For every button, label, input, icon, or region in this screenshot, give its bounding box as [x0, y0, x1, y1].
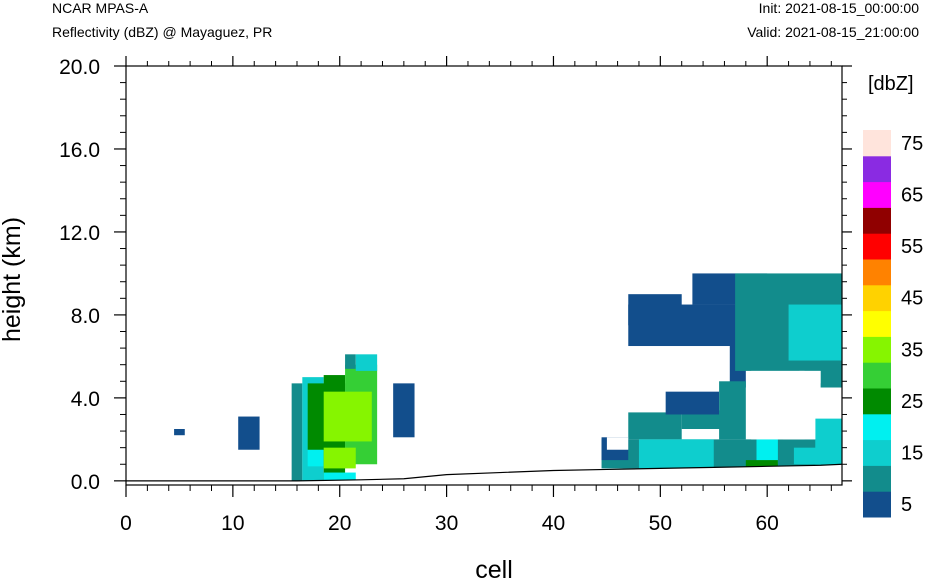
- axes: 0 10 20 30 40 50 60 0.0 4.0 8.0 12.0 16.0 20.0 cell he…: [0, 56, 852, 580]
- reflectivity-cell-27: [719, 381, 746, 440]
- valid-time: Valid: 2021-08-15_21:00:00: [747, 24, 919, 40]
- reflectivity-cell-9: [355, 354, 378, 371]
- colorbar-swatch-75: [863, 130, 891, 157]
- x-tick-label: 50: [649, 512, 672, 535]
- init-time: Init: 2021-08-15_00:00:00: [758, 0, 919, 16]
- y-tick-label: 0.0: [71, 471, 100, 494]
- colorbar-unit-label: [dbZ]: [868, 73, 914, 95]
- reflectivity-cell-12: [323, 447, 356, 469]
- x-tick-label: 60: [756, 512, 779, 535]
- y-tick-label: 4.0: [71, 388, 100, 411]
- reflectivity-cell-8: [345, 354, 356, 369]
- reflectivity-cell-29: [756, 439, 778, 465]
- terrain-fill: [126, 464, 842, 485]
- colorbar-swatch-30: [863, 362, 891, 389]
- clear-region-2: [799, 370, 821, 384]
- colorbar-swatch-10: [863, 465, 891, 492]
- reflectivity-cell-30: [745, 460, 778, 469]
- clear-region-3: [606, 437, 629, 450]
- plot-area: [126, 66, 842, 485]
- colorbar-tick-label: 15: [901, 443, 923, 465]
- reflectivity-cell-18: [665, 391, 720, 415]
- reflectivity-cell-17: [681, 410, 725, 429]
- y-tick-label: 16.0: [59, 139, 100, 162]
- reflectivity-field: [126, 66, 842, 485]
- colorbar-swatch-25: [863, 388, 891, 415]
- x-tick-label: 0: [120, 512, 132, 535]
- reflectivity-cell-13: [323, 472, 356, 481]
- reflectivity-cell-28: [638, 439, 714, 469]
- colorbar-tick-label: 25: [901, 391, 923, 413]
- colorbar-swatch-60: [863, 207, 891, 234]
- x-axis-label: cell: [475, 556, 513, 580]
- colorbar-tick-label: 5: [901, 494, 912, 516]
- x-tick-label: 40: [542, 512, 565, 535]
- clear-region-4: [126, 66, 169, 274]
- model-title: NCAR MPAS-A: [52, 0, 149, 16]
- x-tick-label: 30: [435, 512, 458, 535]
- clear-region-1: [783, 381, 816, 440]
- colorbar-swatch-45: [863, 284, 891, 312]
- colorbar-tick-label: 75: [901, 133, 923, 155]
- reflectivity-cell-24: [788, 304, 842, 361]
- colorbar-swatch-15: [863, 439, 891, 466]
- reflectivity-cell-25: [820, 360, 842, 388]
- terrain-profile-line: [126, 463, 842, 482]
- colorbar-swatch-65: [863, 181, 891, 208]
- reflectivity-cell-3: [291, 383, 303, 481]
- y-tick-label: 12.0: [59, 222, 100, 245]
- plot-subtitle: Reflectivity (dBZ) @ Mayaguez, PR: [52, 24, 273, 40]
- reflectivity-cell-11: [323, 391, 372, 442]
- colorbar-swatch-50: [863, 259, 891, 286]
- reflectivity-cell-21: [628, 294, 682, 326]
- y-tick-label: 8.0: [71, 305, 100, 328]
- reflectivity-cell-31: [793, 447, 821, 465]
- reflectivity-cell-2: [393, 383, 415, 438]
- colorbar-tick-label: 35: [901, 339, 923, 361]
- colorbar: 5 15 25 35 45 55 65 75 [dbZ]: [863, 73, 923, 518]
- colorbar-swatch-35: [863, 336, 891, 363]
- colorbar-swatch-20: [863, 413, 891, 441]
- plot-frame: [125, 65, 843, 486]
- colorbar-swatch-40: [863, 310, 891, 337]
- colorbar-swatch-5: [863, 491, 891, 518]
- x-tick-label: 20: [328, 512, 351, 535]
- reflectivity-cell-1: [238, 416, 260, 450]
- colorbar-tick-label: 45: [901, 288, 923, 310]
- colorbar-tick-label: 65: [901, 185, 923, 207]
- y-axis-label: height (km): [0, 217, 26, 342]
- colorbar-swatch-55: [863, 233, 891, 260]
- x-tick-label: 10: [221, 512, 244, 535]
- colorbar-tick-label: 55: [901, 236, 923, 258]
- colorbar-swatch-70: [863, 155, 891, 183]
- reflectivity-cell-0: [174, 428, 185, 436]
- y-tick-label: 20.0: [59, 56, 100, 79]
- reflectivity-cell-16: [628, 412, 682, 440]
